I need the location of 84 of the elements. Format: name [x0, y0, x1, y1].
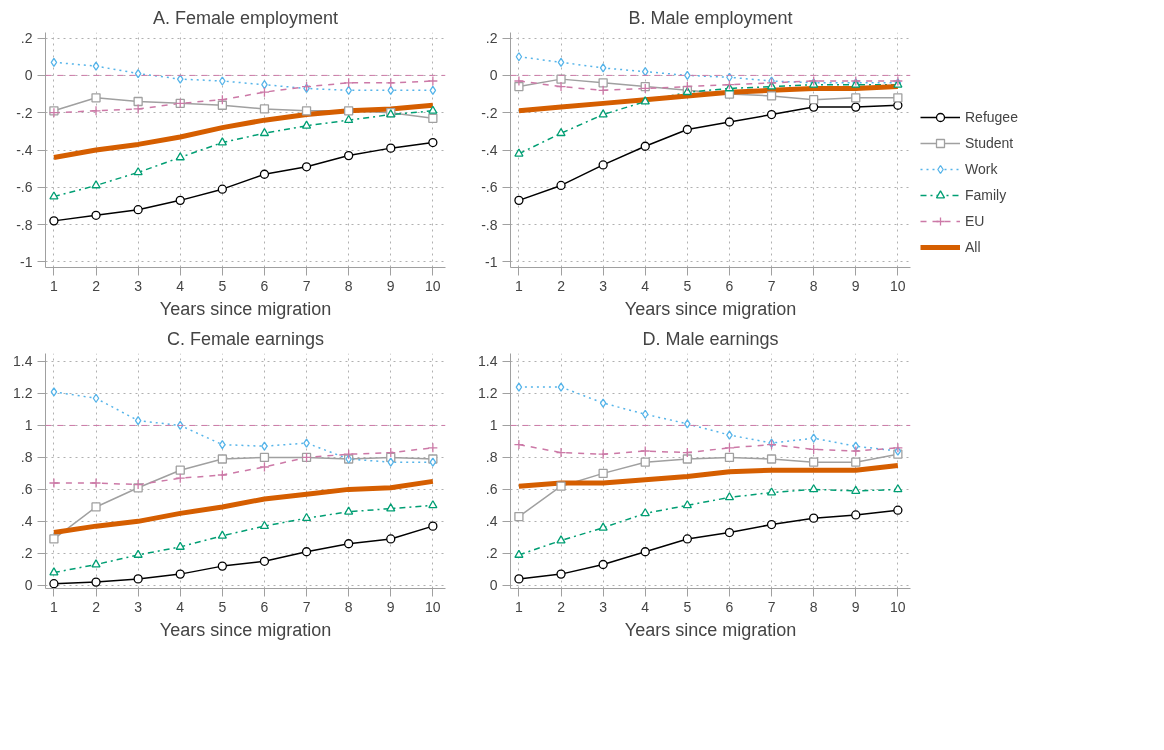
x-tick-label: 5: [218, 277, 227, 294]
x-tick-label: 10: [425, 277, 441, 294]
x-tick-label: 2: [92, 598, 101, 615]
x-tick-label: 8: [344, 598, 353, 615]
x-tick-label: 2: [557, 277, 566, 294]
x-tick-label: 7: [302, 277, 311, 294]
y-tick-label: .8: [485, 449, 498, 466]
y-tick-label: -.4: [16, 142, 33, 158]
legend-label: Family: [965, 187, 1007, 203]
chart-title: D. Male earnings: [642, 328, 779, 349]
x-tick-label: 2: [92, 277, 101, 294]
x-tick-label: 9: [851, 598, 860, 615]
x-tick-label: 4: [176, 277, 185, 294]
chart-title: C. Female earnings: [166, 328, 325, 349]
x-tick-label: 1: [50, 277, 59, 294]
x-tick-label: 8: [344, 277, 353, 294]
y-tick-label: .4: [20, 513, 33, 530]
y-tick-label: 0: [24, 577, 33, 594]
y-tick-label: 0: [489, 577, 498, 594]
y-tick-label: 1.2: [13, 385, 33, 402]
y-tick-label: -.2: [481, 104, 498, 121]
x-axis-title: Years since migration: [159, 619, 332, 640]
x-tick-label: 4: [176, 598, 185, 615]
legend-label: EU: [965, 213, 985, 229]
x-tick-label: 1: [515, 598, 524, 615]
x-tick-label: 6: [260, 598, 269, 615]
y-tick-label: 1.2: [478, 385, 498, 402]
y-tick-label: .2: [20, 30, 33, 47]
x-tick-label: 4: [641, 598, 650, 615]
x-tick-label: 5: [683, 277, 692, 294]
y-tick-label: 0: [24, 67, 33, 84]
x-tick-label: 3: [599, 277, 608, 294]
x-tick-label: 9: [851, 277, 860, 294]
x-tick-label: 6: [260, 277, 269, 294]
legend-label: Refugee: [965, 109, 1018, 125]
x-tick-label: 1: [50, 598, 59, 615]
x-tick-label: 5: [683, 598, 692, 615]
y-tick-label: -1: [485, 253, 498, 270]
y-tick-label: .4: [485, 513, 498, 530]
chart-title: B. Male employment: [628, 7, 793, 28]
y-tick-label: 1.4: [13, 353, 33, 370]
y-tick-label: 1: [489, 417, 498, 434]
y-tick-label: 1: [24, 417, 33, 434]
x-tick-label: 7: [302, 598, 311, 615]
x-tick-label: 8: [809, 277, 818, 294]
x-tick-label: 4: [641, 277, 650, 294]
y-tick-label: .8: [20, 449, 33, 466]
x-tick-label: 7: [767, 598, 776, 615]
x-tick-label: 10: [890, 277, 906, 294]
x-axis-title: Years since migration: [624, 619, 797, 640]
x-tick-label: 3: [599, 598, 608, 615]
x-tick-label: 3: [134, 598, 143, 615]
legend-label: Student: [965, 135, 1014, 151]
x-tick-label: 7: [767, 277, 776, 294]
y-tick-label: -.2: [16, 104, 33, 121]
x-tick-label: 10: [425, 598, 441, 615]
y-tick-label: .2: [485, 545, 498, 562]
x-axis-title: Years since migration: [624, 298, 797, 319]
y-tick-label: .2: [20, 545, 33, 562]
y-tick-label: .6: [485, 481, 498, 498]
y-tick-label: -.6: [481, 179, 498, 196]
x-tick-label: 6: [725, 598, 734, 615]
legend-label: Work: [965, 161, 998, 177]
chart-title: A. Female employment: [152, 7, 339, 28]
x-tick-label: 3: [134, 277, 143, 294]
x-tick-label: 5: [218, 598, 227, 615]
y-tick-label: .2: [485, 30, 498, 47]
y-tick-label: 0: [489, 67, 498, 84]
y-tick-label: -.6: [16, 179, 33, 196]
x-tick-label: 1: [515, 277, 524, 294]
legend-label: All: [965, 239, 982, 255]
y-tick-label: -.8: [16, 216, 33, 233]
y-tick-label: -1: [20, 253, 33, 270]
y-tick-label: -.8: [481, 216, 498, 233]
x-tick-label: 10: [890, 598, 906, 615]
x-axis-title: Years since migration: [159, 298, 332, 319]
y-tick-label: .6: [20, 481, 33, 498]
x-tick-label: 9: [386, 277, 395, 294]
x-tick-label: 9: [386, 598, 395, 615]
y-tick-label: -.4: [481, 142, 498, 158]
x-tick-label: 6: [725, 277, 734, 294]
x-tick-label: 8: [809, 598, 818, 615]
x-tick-label: 2: [557, 598, 566, 615]
y-tick-label: 1.4: [478, 353, 498, 370]
